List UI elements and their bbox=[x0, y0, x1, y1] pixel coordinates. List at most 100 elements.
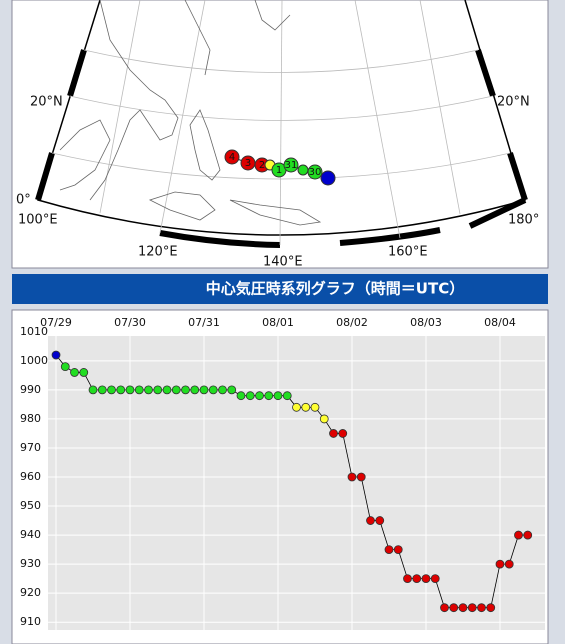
track-point bbox=[283, 157, 299, 173]
y-tick-label: 940 bbox=[20, 528, 41, 541]
track-label: 30 bbox=[309, 167, 322, 178]
data-point bbox=[319, 414, 329, 424]
track-point bbox=[297, 164, 309, 176]
data-point bbox=[292, 402, 301, 412]
data-point bbox=[245, 391, 255, 401]
data-point bbox=[134, 385, 144, 395]
lon-label: 160°E bbox=[388, 245, 428, 260]
data-point bbox=[495, 559, 505, 569]
data-point bbox=[458, 603, 468, 613]
data-point bbox=[514, 530, 523, 540]
scale-bar bbox=[475, 49, 528, 201]
data-point bbox=[273, 391, 283, 401]
track-label: 1 bbox=[276, 165, 282, 176]
pressure-line bbox=[55, 354, 528, 609]
scale-bar bbox=[35, 49, 87, 201]
x-tick-label: 07/30 bbox=[114, 316, 146, 329]
data-point bbox=[208, 385, 218, 395]
y-tick-label: 930 bbox=[20, 557, 41, 570]
data-point bbox=[255, 391, 264, 401]
data-point bbox=[329, 429, 338, 438]
data-point bbox=[347, 472, 357, 482]
data-point bbox=[116, 385, 126, 395]
y-tick-label: 990 bbox=[20, 383, 41, 396]
data-point bbox=[199, 385, 209, 395]
lat-label: 20°N bbox=[497, 95, 530, 110]
data-point bbox=[218, 385, 227, 395]
data-point bbox=[227, 385, 237, 395]
lat-label: 20°N bbox=[30, 95, 63, 110]
lon-label: 120°E bbox=[138, 245, 178, 260]
x-tick-label: 07/29 bbox=[40, 316, 72, 329]
data-point bbox=[88, 385, 98, 395]
data-point bbox=[181, 385, 190, 395]
data-point bbox=[403, 574, 412, 584]
graticule bbox=[51, 0, 511, 246]
map bbox=[35, 0, 528, 248]
data-point bbox=[310, 402, 320, 412]
data-point bbox=[375, 516, 385, 525]
data-point bbox=[393, 545, 403, 554]
lon-label: 100°E bbox=[18, 213, 58, 228]
data-point bbox=[384, 545, 394, 554]
track-point bbox=[224, 149, 240, 165]
data-point bbox=[421, 574, 431, 584]
data-point bbox=[282, 391, 292, 401]
data-point bbox=[153, 385, 163, 395]
data-point bbox=[366, 516, 375, 525]
track-label: 3 bbox=[245, 158, 251, 169]
data-point bbox=[70, 368, 79, 377]
y-tick-label: 1010 bbox=[20, 325, 48, 338]
data-point bbox=[523, 530, 533, 540]
data-point bbox=[60, 362, 70, 372]
track-point bbox=[307, 164, 323, 180]
scale-bar bbox=[159, 197, 527, 248]
data-point bbox=[449, 603, 459, 613]
data-point bbox=[162, 385, 172, 395]
y-tick-label: 910 bbox=[20, 615, 41, 628]
data-point bbox=[125, 385, 135, 395]
data-point bbox=[301, 402, 311, 412]
track-label: 31 bbox=[285, 160, 298, 171]
lat-label: 0° bbox=[16, 193, 31, 208]
y-tick-label: 920 bbox=[20, 586, 41, 599]
plot-background bbox=[48, 336, 545, 630]
data-point bbox=[440, 603, 449, 613]
data-point bbox=[51, 350, 61, 360]
y-tick-label: 950 bbox=[20, 499, 41, 512]
data-point bbox=[171, 385, 181, 395]
data-point bbox=[486, 603, 496, 613]
data-point bbox=[144, 385, 153, 395]
data-point bbox=[97, 385, 107, 395]
track-point bbox=[320, 170, 336, 186]
x-tick-label: 08/01 bbox=[262, 316, 294, 329]
data-point bbox=[338, 429, 348, 438]
header-bar bbox=[12, 274, 548, 304]
coastline bbox=[59, 0, 322, 226]
x-tick-label: 08/02 bbox=[336, 316, 368, 329]
x-tick-label: 07/31 bbox=[188, 316, 220, 329]
data-point bbox=[430, 574, 440, 584]
data-point bbox=[467, 603, 477, 613]
data-point bbox=[190, 385, 200, 395]
lon-label: 140°E bbox=[263, 255, 303, 270]
data-point bbox=[107, 385, 116, 395]
y-tick-label: 1000 bbox=[20, 354, 48, 367]
y-tick-label: 960 bbox=[20, 470, 41, 483]
y-tick-label: 970 bbox=[20, 441, 41, 454]
data-point bbox=[356, 472, 366, 482]
x-tick-label: 08/03 bbox=[410, 316, 442, 329]
data-point bbox=[79, 368, 89, 377]
map-frame bbox=[37, 0, 526, 236]
data-point bbox=[504, 559, 514, 569]
data-point bbox=[412, 574, 422, 584]
header-title: 中心気圧時系列グラフ（時間＝UTC） bbox=[206, 280, 464, 298]
track-label: 2 bbox=[259, 160, 265, 171]
lon-label: 180° bbox=[508, 213, 539, 228]
data-point bbox=[236, 391, 246, 401]
x-tick-label: 08/04 bbox=[484, 316, 516, 329]
y-tick-label: 980 bbox=[20, 412, 41, 425]
data-point bbox=[264, 391, 274, 401]
data-point bbox=[477, 603, 486, 613]
